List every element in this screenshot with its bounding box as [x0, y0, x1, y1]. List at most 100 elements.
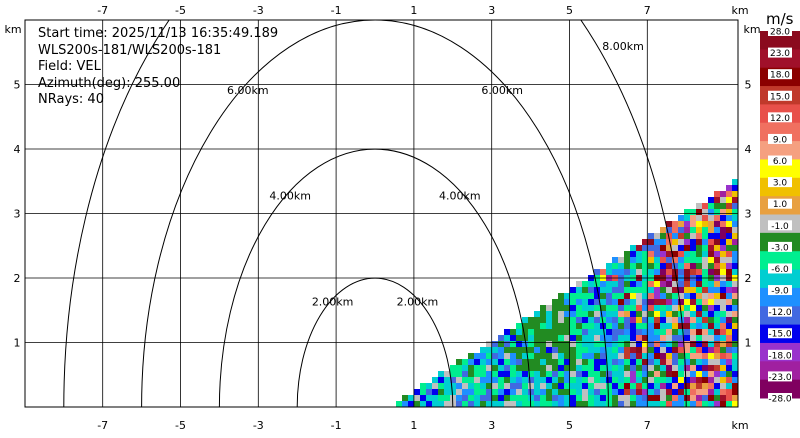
velocity-cell	[672, 287, 678, 293]
velocity-cell	[570, 305, 576, 311]
velocity-cell	[684, 389, 690, 395]
velocity-cell	[462, 377, 468, 383]
velocity-cell	[690, 359, 696, 365]
velocity-cell	[426, 383, 432, 389]
velocity-cell	[540, 365, 546, 371]
velocity-cell	[552, 329, 558, 335]
velocity-cell	[624, 329, 630, 335]
velocity-cell	[576, 299, 582, 305]
velocity-cell	[438, 377, 444, 383]
velocity-cell	[576, 371, 582, 377]
velocity-cell	[642, 299, 648, 305]
velocity-cell	[630, 245, 636, 251]
velocity-cell	[702, 383, 708, 389]
velocity-cell	[690, 323, 696, 329]
velocity-cell	[612, 401, 618, 407]
velocity-cell	[660, 257, 666, 263]
velocity-cell	[618, 257, 624, 263]
velocity-cell	[702, 269, 708, 275]
velocity-cell	[654, 251, 660, 257]
velocity-cell	[558, 383, 564, 389]
x-tick-label-bottom: 7	[644, 419, 651, 432]
velocity-cell	[672, 317, 678, 323]
velocity-cell	[636, 257, 642, 263]
velocity-cell	[612, 305, 618, 311]
velocity-cell	[666, 395, 672, 401]
velocity-cell	[474, 353, 480, 359]
velocity-cell	[720, 245, 726, 251]
velocity-cell	[708, 299, 714, 305]
grid-lines	[25, 20, 738, 407]
velocity-cell	[534, 311, 540, 317]
velocity-cell	[714, 227, 720, 233]
velocity-cell	[606, 305, 612, 311]
velocity-cell	[672, 239, 678, 245]
velocity-cell	[570, 365, 576, 371]
x-tick-label-top: 1	[410, 4, 417, 17]
colorbar-label: 18.0	[770, 71, 790, 81]
velocity-cell	[564, 359, 570, 365]
velocity-cell	[720, 365, 726, 371]
velocity-cell	[474, 377, 480, 383]
velocity-cell	[702, 281, 708, 287]
velocity-cell	[570, 383, 576, 389]
velocity-cell	[486, 401, 492, 407]
velocity-cell	[630, 317, 636, 323]
velocity-cell	[552, 401, 558, 407]
velocity-cell	[534, 365, 540, 371]
velocity-cell	[546, 305, 552, 311]
range-ring-label: 2.00km	[397, 295, 439, 308]
velocity-cell	[732, 269, 738, 275]
velocity-cell	[660, 347, 666, 353]
velocity-cell	[726, 305, 732, 311]
axis-unit-labels: km km km km	[4, 4, 760, 432]
y-tick-label-left: 3	[14, 208, 21, 221]
x-tick-label-bottom: -5	[175, 419, 186, 432]
velocity-cell	[564, 395, 570, 401]
velocity-cell	[684, 227, 690, 233]
velocity-cell	[714, 215, 720, 221]
velocity-cell	[588, 377, 594, 383]
velocity-cell	[498, 371, 504, 377]
velocity-cell	[552, 365, 558, 371]
velocity-cell	[570, 377, 576, 383]
velocity-cell	[654, 323, 660, 329]
velocity-cell	[552, 359, 558, 365]
velocity-cell	[564, 365, 570, 371]
velocity-cell	[468, 383, 474, 389]
velocity-cell	[546, 377, 552, 383]
velocity-cell	[468, 377, 474, 383]
velocity-cell	[702, 221, 708, 227]
velocity-cell	[732, 203, 738, 209]
velocity-cell	[660, 365, 666, 371]
y-tick-label-left: 1	[14, 337, 21, 350]
velocity-cell	[540, 323, 546, 329]
velocity-cell	[720, 329, 726, 335]
velocity-cell	[582, 329, 588, 335]
velocity-cell	[636, 383, 642, 389]
velocity-cell	[732, 347, 738, 353]
velocity-cell	[708, 269, 714, 275]
velocity-cell	[528, 383, 534, 389]
velocity-cell	[690, 245, 696, 251]
velocity-cell	[588, 287, 594, 293]
velocity-cell	[708, 245, 714, 251]
velocity-cell	[702, 365, 708, 371]
velocity-cell	[678, 377, 684, 383]
velocity-cell	[678, 221, 684, 227]
colorbar-label: 28.0	[770, 28, 790, 38]
velocity-cell	[558, 335, 564, 341]
velocity-cell	[492, 359, 498, 365]
velocity-cell	[534, 383, 540, 389]
velocity-cell	[588, 317, 594, 323]
velocity-cell	[606, 263, 612, 269]
colorbar-label-bg	[768, 393, 792, 403]
velocity-cell	[444, 371, 450, 377]
velocity-cell	[690, 383, 696, 389]
velocity-cell	[636, 317, 642, 323]
velocity-cell	[732, 377, 738, 383]
velocity-cell	[636, 365, 642, 371]
velocity-cell	[654, 335, 660, 341]
velocity-cell	[636, 323, 642, 329]
velocity-cell	[732, 365, 738, 371]
